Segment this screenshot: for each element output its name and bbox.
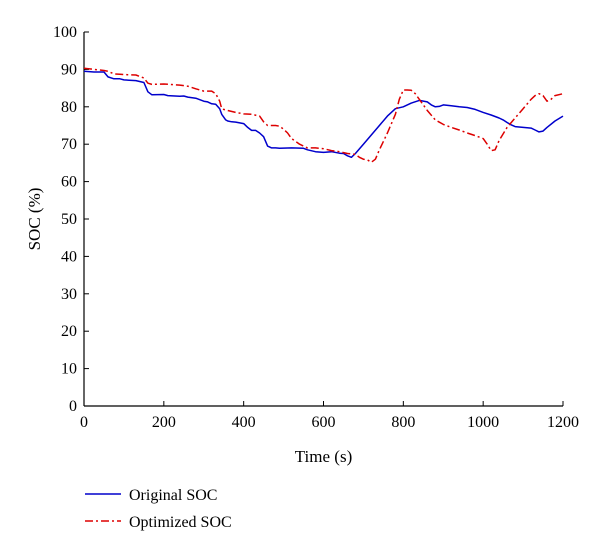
x-tick-label: 600 [312, 414, 336, 431]
y-axis-ticks: 0 10 20 30 40 50 60 70 80 90 100 [53, 24, 89, 415]
y-tick-label: 50 [61, 211, 77, 228]
y-tick-label: 100 [53, 24, 77, 41]
y-tick-label: 60 [61, 174, 77, 191]
series-layer [83, 67, 564, 163]
y-tick-label: 30 [61, 286, 77, 303]
series-line-optimized-soc [83, 67, 564, 163]
y-tick-label: 10 [61, 361, 77, 378]
legend-label: Original SOC [129, 487, 217, 504]
x-tick-label: 1000 [467, 414, 499, 431]
x-axis-title: Time (s) [295, 447, 352, 466]
y-axis-title: SOC (%) [25, 188, 44, 251]
legend-label: Optimized SOC [129, 514, 232, 531]
plot-area: 0 200 400 600 800 1000 1200 0 10 20 30 40 50 60 70 80 9… [53, 24, 579, 431]
y-tick-label: 70 [61, 136, 77, 153]
x-tick-label: 1200 [547, 414, 579, 431]
legend: Original SOC Optimized SOC [85, 487, 232, 531]
x-tick-label: 400 [232, 414, 256, 431]
x-tick-label: 200 [152, 414, 176, 431]
x-tick-label: 800 [391, 414, 415, 431]
y-tick-label: 90 [61, 61, 77, 78]
x-tick-label: 0 [80, 414, 88, 431]
series-line-original-soc [83, 70, 564, 159]
y-tick-label: 80 [61, 99, 77, 116]
y-tick-label: 0 [69, 398, 77, 415]
x-axis-ticks: 0 200 400 600 800 1000 1200 [80, 401, 579, 431]
y-tick-label: 40 [61, 248, 77, 265]
y-tick-label: 20 [61, 323, 77, 340]
